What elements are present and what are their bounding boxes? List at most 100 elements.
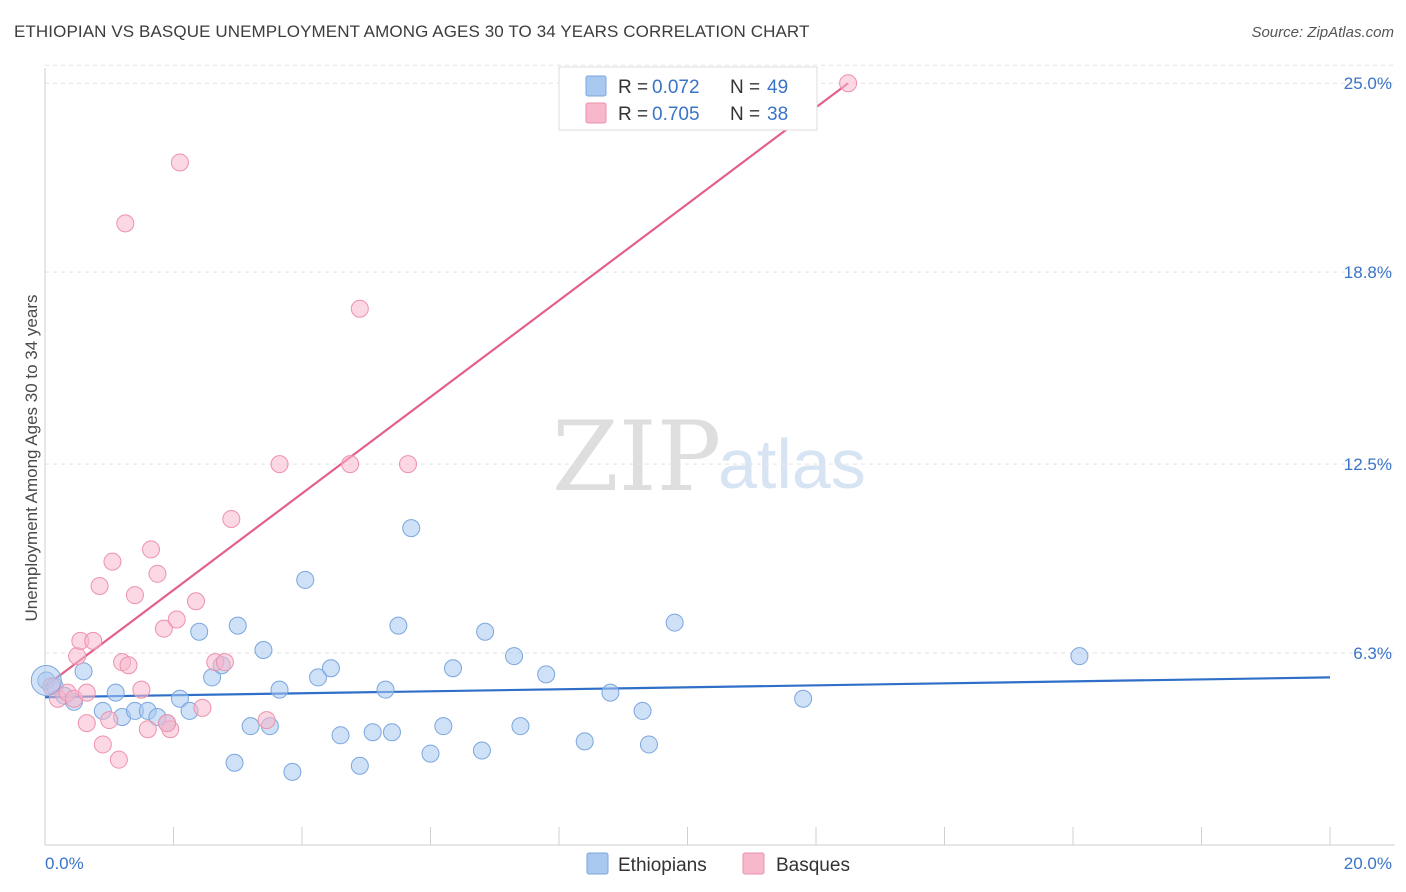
ethiopians-point-24 <box>296 570 315 589</box>
ethiopians-point-43 <box>601 683 620 702</box>
ethiopians-point-34 <box>421 744 440 763</box>
ethiopians-point-29 <box>363 723 382 742</box>
bottom-legend-swatch-basques <box>742 852 765 875</box>
ethiopians-point-37 <box>472 741 491 760</box>
basques-point-23 <box>170 153 189 172</box>
legend-r-value-basques: 0.705 <box>652 104 700 125</box>
ethiopians-point-6 <box>106 683 125 702</box>
basques-point-27 <box>215 653 234 672</box>
y-tick-label-3: 25.0% <box>1344 74 1392 93</box>
ethiopians-point-39 <box>505 647 524 666</box>
x-tick-label-0: 0.0% <box>45 854 84 873</box>
bottom-legend-swatch-ethiopians <box>586 852 609 875</box>
basques-point-37 <box>158 714 177 733</box>
ethiopians-point-17 <box>225 753 244 772</box>
ethiopians-point-4 <box>74 662 93 681</box>
basques-point-16 <box>132 680 151 699</box>
ethiopians-point-42 <box>575 732 594 751</box>
ethiopians-point-46 <box>665 613 684 632</box>
basques-point-9 <box>93 735 112 754</box>
axes <box>44 68 1395 846</box>
y-tick-label-0: 6.3% <box>1353 644 1392 663</box>
y-axis-label: Unemployment Among Ages 30 to 34 years <box>22 295 41 622</box>
ethiopians-trend-line <box>44 676 1331 699</box>
chart-title: ETHIOPIAN VS BASQUE UNEMPLOYMENT AMONG A… <box>14 22 810 41</box>
ethiopians-point-40 <box>511 717 530 736</box>
basques-point-30 <box>257 711 276 730</box>
basques-point-8 <box>90 577 109 595</box>
tick-labels: 6.3% 12.5% 18.8% 25.0% 0.0% 20.0% <box>45 74 1392 873</box>
ethiopians-point-47 <box>794 689 813 708</box>
basques-point-6 <box>77 714 96 733</box>
basques-point-22 <box>167 610 186 629</box>
basques-point-25 <box>193 698 212 717</box>
ethiopians-point-23 <box>283 762 302 781</box>
ethiopians-point-19 <box>241 717 260 736</box>
basques-point-35 <box>839 74 858 93</box>
ethiopians-point-48 <box>1070 647 1089 666</box>
basques-point-28 <box>222 509 241 528</box>
legend-n-label-ethiopians: N = <box>730 77 760 98</box>
x-tick-label-1: 20.0% <box>1344 854 1392 873</box>
ethiopians-point-38 <box>476 622 495 641</box>
ethiopians-point-41 <box>537 665 556 684</box>
basques-point-32 <box>341 455 360 474</box>
ethiopians-point-33 <box>402 519 421 538</box>
ethiopians-point-44 <box>633 701 652 720</box>
ethiopians-point-36 <box>443 659 462 678</box>
basques-point-12 <box>109 750 128 769</box>
legend-r-label-basques: R = <box>618 104 648 125</box>
ethiopians-point-27 <box>331 726 350 745</box>
ethiopians-point-26 <box>321 659 340 678</box>
legend-r-label-ethiopians: R = <box>618 77 648 98</box>
ethiopians-point-18 <box>228 616 247 635</box>
ethiopians-point-14 <box>190 622 209 641</box>
gridlines <box>45 64 1395 654</box>
ethiopians-point-32 <box>389 616 408 635</box>
basques-point-34 <box>399 455 418 474</box>
ethiopians-cluster-point <box>30 664 62 696</box>
ethiopians-point-22 <box>270 680 289 699</box>
legend-swatch-ethiopians <box>585 75 607 97</box>
watermark-zip: ZIP <box>552 401 721 513</box>
basques-point-14 <box>119 656 138 675</box>
basques-point-7 <box>84 631 103 650</box>
y-tick-label-2: 18.8% <box>1344 263 1392 282</box>
ethiopians-point-35 <box>434 717 453 736</box>
ethiopians-point-25 <box>309 668 328 687</box>
basques-trend-line <box>44 82 849 688</box>
trend-lines <box>44 82 1331 699</box>
ethiopians-point-28 <box>350 756 369 775</box>
legend-swatch-basques <box>585 102 607 124</box>
legend-bottom: Ethiopians Basques <box>586 852 850 876</box>
basques-point-19 <box>148 564 167 583</box>
basques-point-29 <box>116 214 135 233</box>
data-points <box>30 74 1089 781</box>
basques-point-4 <box>68 647 87 666</box>
basques-point-17 <box>138 720 157 739</box>
legend-n-label-basques: N = <box>730 104 760 125</box>
ethiopians-point-30 <box>376 680 395 699</box>
basques-point-15 <box>125 586 144 605</box>
basques-point-24 <box>186 592 205 611</box>
ethiopians-point-31 <box>382 723 401 742</box>
bottom-legend-label-ethiopians: Ethiopians <box>618 855 707 876</box>
legend-n-value-ethiopians: 49 <box>767 77 788 98</box>
ethiopians-point-20 <box>254 640 273 659</box>
legend-n-value-basques: 38 <box>767 104 788 125</box>
basques-point-20 <box>154 619 173 638</box>
chart-source: Source: ZipAtlas.com <box>1251 24 1394 41</box>
watermark: ZIP atlas <box>552 401 866 513</box>
basques-point-10 <box>100 711 119 730</box>
bottom-legend-label-basques: Basques <box>776 855 850 876</box>
basques-point-36 <box>77 683 96 702</box>
basques-point-31 <box>270 455 289 474</box>
basques-point-18 <box>142 540 161 559</box>
ethiopians-point-12 <box>170 689 189 708</box>
legend-top: R = 0.072 N = 49 R = 0.705 N = 38 <box>558 66 818 131</box>
y-tick-label-1: 12.5% <box>1344 455 1392 474</box>
ethiopians-point-45 <box>639 735 658 754</box>
basques-point-33 <box>350 299 369 318</box>
legend-r-value-ethiopians: 0.072 <box>652 77 700 98</box>
